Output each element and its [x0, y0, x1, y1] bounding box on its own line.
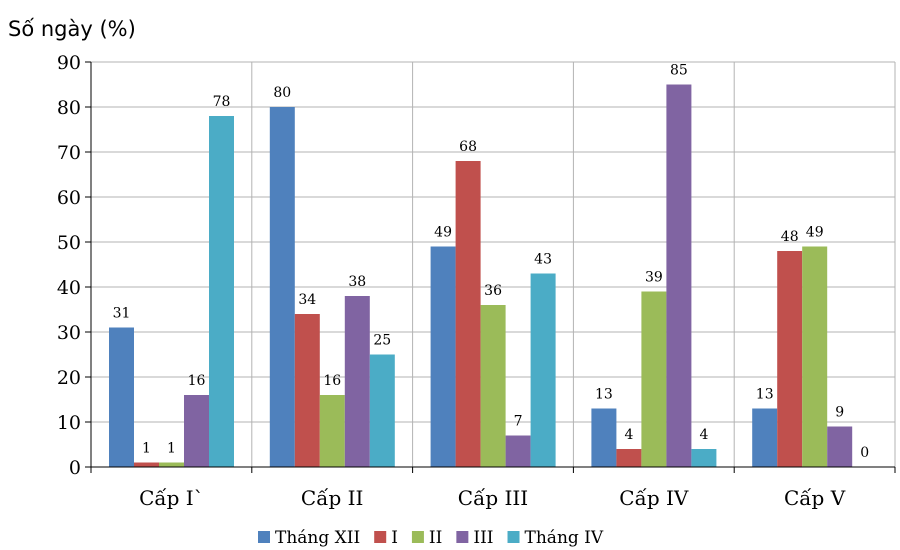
legend-label: III	[473, 528, 493, 548]
bar	[430, 246, 456, 467]
data-label: 16	[188, 373, 206, 389]
bar	[455, 161, 481, 467]
legend-label: II	[429, 528, 442, 548]
data-label: 85	[670, 63, 688, 79]
y-tick-label: 50	[57, 232, 81, 254]
data-label: 48	[781, 229, 799, 245]
legend-label: Tháng XII	[275, 528, 360, 548]
data-labels: 31 80 49 13 13 1 34 68 4 48 1 16 36 39 49 16 38 7 85 9 78 25 4…	[113, 63, 870, 462]
x-category-label: Cấp V	[784, 486, 846, 510]
legend-swatch	[374, 531, 387, 543]
data-label: 31	[113, 306, 131, 322]
data-label: 38	[348, 274, 366, 290]
bar	[616, 449, 642, 467]
data-label: 49	[806, 225, 824, 241]
y-tick-label: 60	[57, 187, 81, 209]
bar	[209, 116, 234, 467]
data-label: 25	[373, 333, 391, 349]
data-label: 36	[484, 283, 502, 299]
y-tick-label: 90	[57, 52, 81, 74]
bar	[319, 395, 345, 467]
y-tick-label: 40	[57, 277, 81, 299]
data-label: 1	[167, 441, 176, 457]
data-label: 13	[756, 387, 774, 403]
y-tick-label: 0	[69, 457, 81, 479]
bars	[109, 84, 853, 467]
bar	[777, 251, 803, 467]
y-tick-label: 30	[57, 322, 81, 344]
data-label: 49	[434, 225, 452, 241]
bar	[344, 296, 370, 467]
legend-label: Tháng IV	[525, 528, 604, 548]
legend-swatch	[456, 531, 469, 543]
legend-swatch	[258, 531, 270, 543]
bar	[827, 426, 853, 467]
bar	[294, 314, 320, 467]
y-tick-label: 20	[57, 367, 81, 389]
data-label: 43	[534, 252, 552, 268]
data-label: 4	[699, 427, 708, 443]
bar	[134, 462, 159, 467]
x-category-labels: Cấp I` Cấp II Cấp III Cấp IV Cấp V	[139, 486, 846, 510]
bar	[591, 408, 617, 467]
bar	[666, 84, 692, 467]
y-tick-labels: 0 10 20 30 40 50 60 70 80 90	[57, 52, 81, 479]
legend-label: I	[391, 528, 398, 548]
x-category-label: Cấp IV	[619, 486, 689, 510]
data-label: 68	[459, 139, 477, 155]
bar	[691, 449, 717, 467]
data-label: 16	[323, 373, 341, 389]
x-category-label: Cấp II	[301, 486, 364, 510]
bar	[269, 107, 295, 467]
bar	[480, 305, 506, 467]
bar	[752, 408, 778, 467]
x-category-label: Cấp I`	[139, 486, 204, 510]
legend-swatch	[411, 531, 424, 543]
y-tick-label: 70	[57, 142, 81, 164]
data-label: 4	[624, 427, 633, 443]
data-label: 0	[860, 445, 869, 461]
bar	[109, 327, 134, 467]
y-axis-title: Số ngày (%)	[8, 17, 136, 41]
legend: Tháng XII I II III Tháng IV	[258, 528, 604, 548]
bar	[802, 246, 828, 467]
data-label: 9	[835, 405, 844, 421]
bar	[184, 395, 209, 467]
bar	[530, 273, 556, 467]
axes	[85, 61, 896, 473]
bar	[159, 462, 184, 467]
bar	[641, 291, 667, 467]
data-label: 1	[142, 441, 151, 457]
y-tick-label: 10	[57, 412, 81, 434]
data-label: 13	[595, 387, 613, 403]
y-tick-label: 80	[57, 97, 81, 119]
data-label: 7	[514, 414, 523, 430]
data-label: 39	[645, 270, 663, 286]
x-category-label: Cấp III	[458, 486, 528, 510]
data-label: 78	[213, 94, 231, 110]
bar	[369, 354, 395, 467]
legend-swatch	[507, 531, 520, 543]
data-label: 80	[273, 85, 291, 101]
bar	[505, 435, 531, 467]
data-label: 34	[298, 292, 316, 308]
